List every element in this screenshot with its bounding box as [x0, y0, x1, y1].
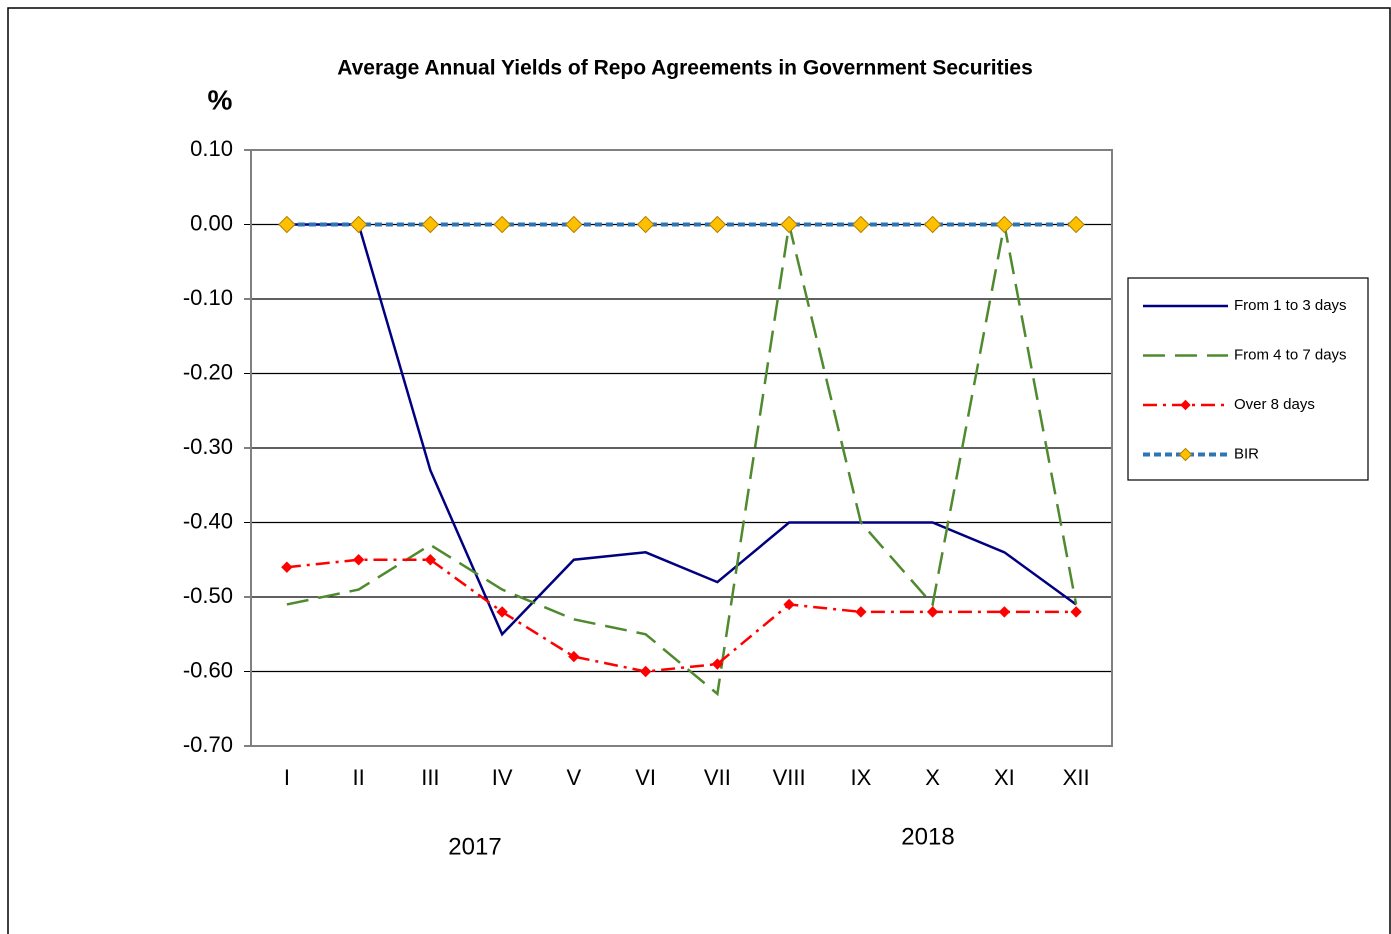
- x-tick-label: IV: [492, 765, 513, 790]
- marker: [639, 665, 652, 678]
- marker: [493, 215, 511, 234]
- legend-label: Over 8 days: [1234, 396, 1315, 413]
- x-tick-label: X: [925, 765, 940, 790]
- legend-label: From 1 to 3 days: [1234, 297, 1347, 314]
- marker: [278, 215, 296, 234]
- legend-marker: [1180, 399, 1191, 411]
- x-tick-label: IX: [850, 765, 871, 790]
- marker: [349, 215, 368, 234]
- legend-label: BIR: [1234, 445, 1259, 462]
- y-tick-label: -0.40: [183, 508, 233, 533]
- marker: [998, 606, 1011, 618]
- marker: [1070, 606, 1082, 618]
- marker: [783, 598, 795, 611]
- x-tick-label: XII: [1063, 765, 1090, 790]
- x-tick-label: I: [284, 765, 290, 790]
- legend-marker: [1178, 447, 1193, 462]
- marker: [565, 215, 583, 234]
- y-tick-label: -0.10: [183, 285, 233, 310]
- marker: [926, 606, 939, 618]
- marker: [568, 650, 580, 663]
- y-tick-label: -0.30: [183, 434, 233, 459]
- series-line: [286, 223, 1077, 637]
- x-tick-label: VII: [704, 765, 731, 790]
- x-tick-label: XI: [994, 765, 1015, 790]
- marker: [421, 215, 440, 234]
- chart-title: Average Annual Yields of Repo Agreements…: [337, 57, 1033, 80]
- y-tick-label: 0.00: [190, 210, 233, 235]
- marker: [281, 561, 293, 573]
- y-tick-label: -0.20: [183, 359, 233, 384]
- marker: [496, 606, 508, 618]
- annotation: 2018: [901, 823, 954, 850]
- x-tick-label: VI: [635, 765, 656, 790]
- annotation: 2017: [448, 833, 501, 860]
- marker: [1067, 215, 1085, 234]
- y-tick-label: -0.60: [183, 657, 233, 682]
- y-tick-label: -0.70: [183, 732, 233, 757]
- marker: [352, 554, 365, 566]
- marker: [780, 215, 798, 234]
- legend-label: From 4 to 7 days: [1234, 346, 1347, 363]
- marker: [424, 554, 437, 566]
- x-tick-label: V: [567, 765, 582, 790]
- y-tick-label: -0.50: [183, 583, 233, 608]
- series-line: [286, 224, 1078, 697]
- y-axis-label: %: [208, 84, 233, 115]
- marker: [855, 606, 867, 618]
- marker: [636, 215, 655, 234]
- marker: [995, 215, 1014, 234]
- x-tick-label: III: [421, 765, 439, 790]
- legend-box: [1127, 277, 1369, 481]
- series-line: [286, 558, 1077, 673]
- marker: [711, 658, 724, 670]
- x-tick-label: VIII: [773, 765, 806, 790]
- marker: [852, 215, 870, 234]
- marker: [923, 215, 942, 234]
- x-tick-label: II: [353, 765, 365, 790]
- y-tick-label: 0.10: [190, 136, 233, 161]
- marker: [708, 215, 727, 234]
- plot-border: [250, 149, 1113, 747]
